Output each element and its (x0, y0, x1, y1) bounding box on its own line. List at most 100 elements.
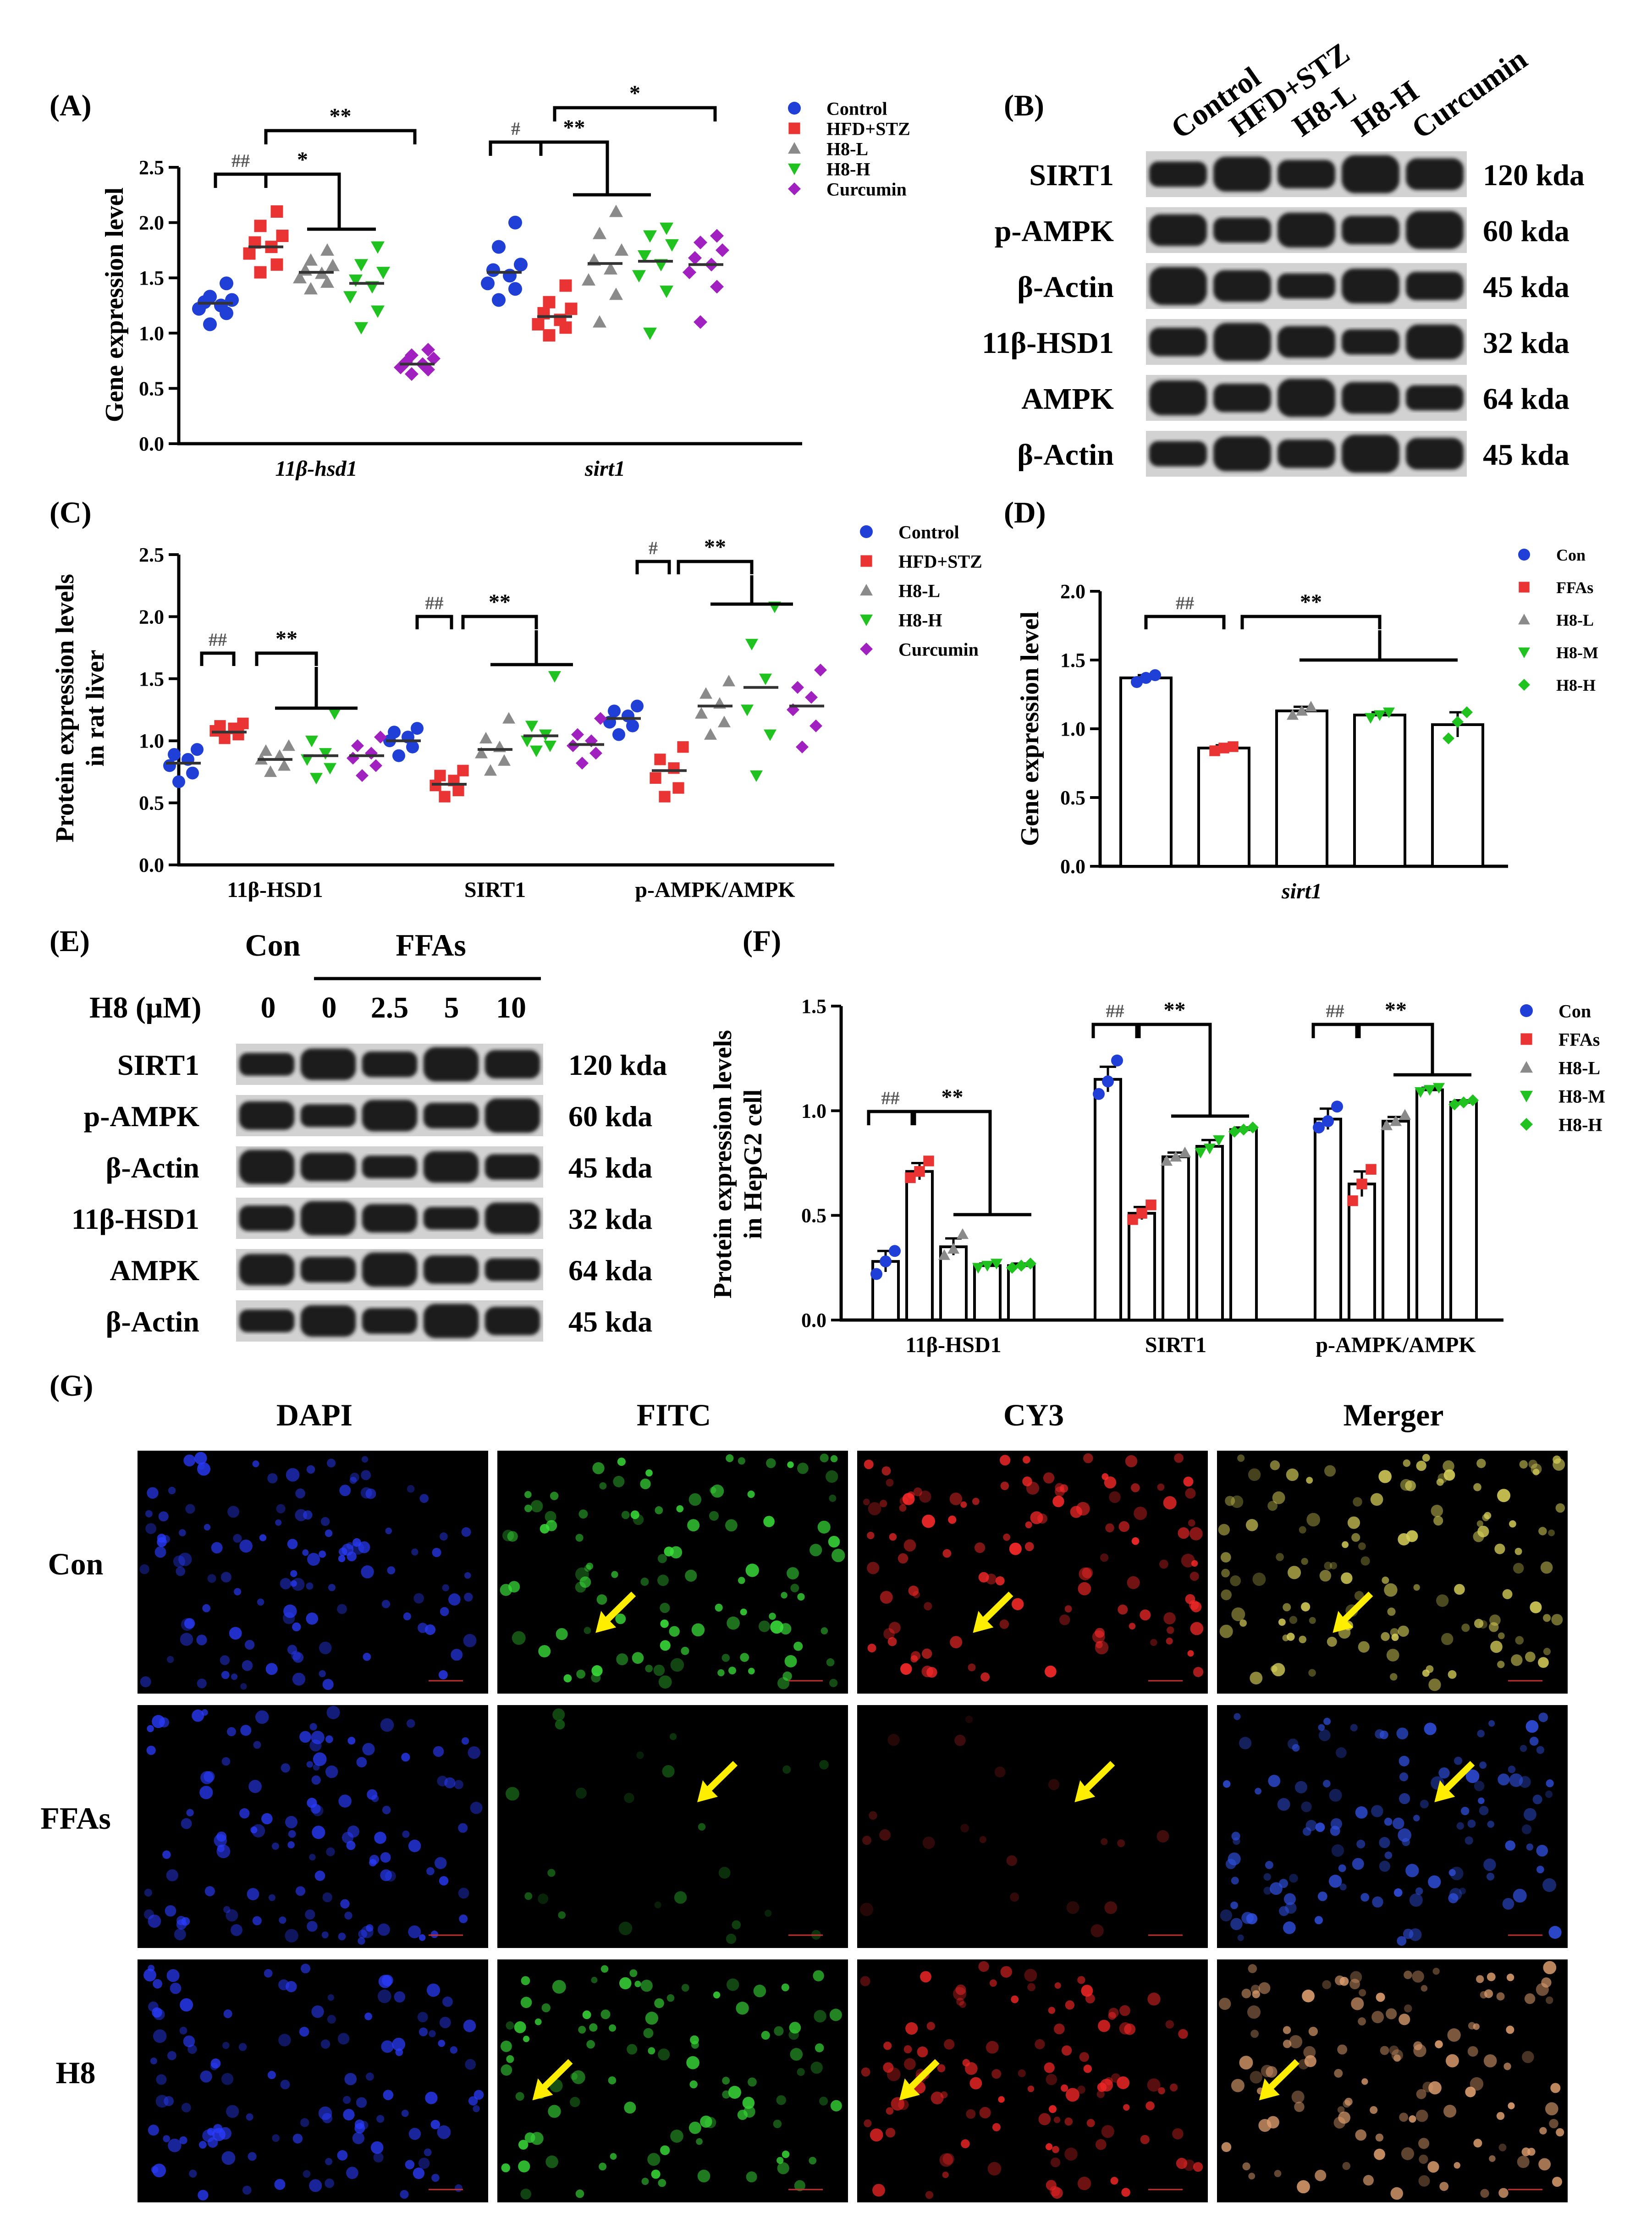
cell-nucleus (1498, 1632, 1505, 1640)
data-point (1518, 549, 1530, 561)
cell-nucleus (1250, 2030, 1259, 2038)
cell-nucleus (576, 1669, 585, 1679)
cell-nucleus (727, 1616, 740, 1630)
data-point (293, 271, 307, 284)
cell-nucleus (248, 2152, 257, 2161)
data-point (1102, 1075, 1114, 1088)
cell-nucleus (429, 2030, 436, 2037)
cell-nucleus (782, 2150, 790, 2158)
y-tick-label: 1.0 (139, 322, 164, 345)
legend-label: H8-H (826, 159, 870, 179)
significance-bracket (200, 651, 236, 666)
legend-label: H8-M (1558, 1086, 1605, 1106)
cell-nucleus (1488, 1720, 1495, 1727)
legend-label: H8-L (1556, 611, 1594, 629)
cell-nucleus (1185, 1488, 1196, 1499)
cell-nucleus (1083, 2064, 1092, 2073)
cell-nucleus (922, 1514, 935, 1528)
cell-nucleus (520, 2188, 531, 2200)
cell-nucleus (728, 1667, 736, 1675)
indicator-arrow (1333, 1591, 1373, 1633)
cell-nucleus (624, 1793, 634, 1803)
cell-nucleus (1270, 1882, 1283, 1895)
blot-band (239, 1053, 295, 1076)
cell-nucleus (599, 2162, 607, 2171)
data-point (938, 1249, 950, 1260)
blot-band (1342, 216, 1399, 244)
cell-nucleus (143, 1969, 156, 1981)
cell-nucleus (438, 2040, 446, 2047)
y-tick-label: 0.0 (801, 1309, 826, 1332)
cell-nucleus (524, 1504, 532, 1513)
cell-nucleus (658, 2179, 666, 2187)
significance-bracket (635, 560, 671, 574)
cell-nucleus (411, 1548, 419, 1556)
cell-nucleus (743, 2106, 755, 2118)
cell-nucleus (1267, 1501, 1278, 1511)
blot-band (239, 1205, 295, 1231)
cell-nucleus (319, 1641, 332, 1655)
cell-nucleus (925, 2191, 934, 2199)
cell-nucleus (339, 1485, 351, 1497)
data-point (343, 291, 357, 304)
blot-band (239, 1150, 295, 1184)
data-point (672, 782, 684, 794)
protein-label: p-AMPK (84, 1100, 200, 1133)
cell-nucleus (600, 2009, 611, 2019)
y-tick-label: 0.0 (139, 433, 164, 455)
cell-nucleus (1338, 2111, 1350, 2124)
cell-nucleus (1405, 1480, 1416, 1491)
cell-nucleus (1324, 1562, 1333, 1570)
cell-nucleus (1286, 1633, 1295, 1641)
cell-nucleus (613, 1475, 625, 1487)
micrograph-image (857, 1705, 1208, 1948)
cell-nucleus (1231, 2079, 1245, 2092)
cell-nucleus (464, 1592, 473, 1602)
cell-nucleus (1390, 2187, 1403, 2200)
cell-nucleus (870, 2128, 883, 2142)
cell-nucleus (1305, 1820, 1317, 1831)
cell-nucleus (1183, 1476, 1194, 1487)
data-point (349, 275, 363, 287)
cell-nucleus (226, 1909, 238, 1922)
cell-nucleus (955, 1984, 966, 1995)
data-point (704, 728, 717, 740)
cell-nucleus (1117, 2076, 1130, 2089)
cell-nucleus (1353, 1497, 1362, 1507)
cell-nucleus (579, 1576, 591, 1588)
data-point (1383, 707, 1395, 718)
cell-nucleus (1110, 2177, 1118, 2185)
cell-nucleus (287, 1645, 297, 1655)
bar (1449, 1101, 1478, 1321)
cell-nucleus (1459, 1887, 1466, 1895)
cell-nucleus (437, 2125, 451, 2139)
cell-nucleus (144, 1888, 152, 1897)
cell-nucleus (879, 1829, 891, 1841)
cell-nucleus (1077, 1976, 1085, 1984)
cell-nucleus (1413, 2041, 1422, 2051)
cell-nucleus (1044, 2062, 1055, 2073)
cell-nucleus (721, 1654, 730, 1662)
cell-nucleus (1119, 2005, 1130, 2016)
cell-nucleus (1356, 1839, 1366, 1849)
cell-nucleus (210, 2063, 218, 2070)
x-category-label: SIRT1 (1145, 1333, 1206, 1357)
cell-nucleus (204, 1524, 211, 1531)
cell-nucleus (633, 1514, 644, 1525)
data-point (484, 764, 497, 776)
data-point (392, 749, 405, 762)
significance-bracket (913, 1110, 992, 1125)
cell-nucleus (1532, 1794, 1542, 1805)
significance-bracket (415, 615, 453, 629)
cell-nucleus (181, 1818, 192, 1829)
cell-nucleus (167, 1656, 174, 1663)
cell-nucleus (347, 1552, 357, 1562)
blot-band (1406, 272, 1464, 300)
cell-nucleus (164, 2096, 174, 2106)
significance-bracket (264, 129, 417, 144)
cell-nucleus (506, 2021, 514, 2030)
data-point (1374, 710, 1386, 721)
data-point (880, 1255, 892, 1268)
cell-nucleus (1546, 1779, 1554, 1788)
cell-nucleus (1498, 1773, 1510, 1786)
